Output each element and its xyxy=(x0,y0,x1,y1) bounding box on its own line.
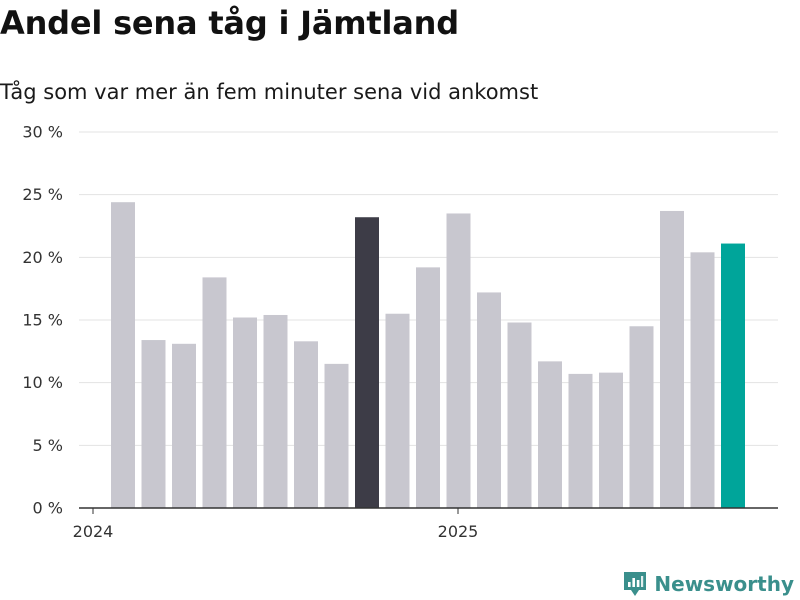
bar xyxy=(538,361,562,508)
y-tick-label: 0 % xyxy=(33,499,63,518)
chart-title: Andel sena tåg i Jämtland xyxy=(0,4,459,42)
bar xyxy=(446,213,471,508)
bar xyxy=(202,277,227,508)
bar xyxy=(141,340,166,508)
bar xyxy=(629,326,654,508)
y-tick-label: 10 % xyxy=(22,373,63,392)
bar xyxy=(690,252,715,508)
bar xyxy=(416,267,440,508)
bar xyxy=(477,292,501,508)
bar xyxy=(263,314,288,508)
y-tick-label: 30 % xyxy=(22,123,63,142)
bar xyxy=(355,217,379,508)
bar xyxy=(324,363,349,508)
bar xyxy=(294,341,318,508)
y-tick-label: 25 % xyxy=(22,185,63,204)
newsworthy-logo-icon xyxy=(624,572,647,596)
chart-subtitle: Tåg som var mer än fem minuter sena vid … xyxy=(0,80,539,104)
bar xyxy=(660,210,684,508)
x-tick-label: 2025 xyxy=(438,522,479,541)
bar xyxy=(172,343,196,508)
x-axis: 2024 2025 xyxy=(73,507,778,541)
bars xyxy=(111,202,745,509)
bar-chart: 0 % 5 % 10 % 15 % 20 % 25 % 30 % 2024 2025 xyxy=(22,123,778,541)
bar xyxy=(507,322,532,508)
bar xyxy=(721,243,745,508)
brand-footer: Newsworthy xyxy=(622,568,794,600)
y-axis-labels: 0 % 5 % 10 % 15 % 20 % 25 % 30 % xyxy=(22,123,63,518)
bar xyxy=(385,313,410,508)
y-tick-label: 20 % xyxy=(22,248,63,267)
brand-name: Newsworthy xyxy=(654,572,794,596)
bar xyxy=(111,202,135,509)
x-tick-label: 2024 xyxy=(73,522,114,541)
y-tick-label: 15 % xyxy=(22,311,63,330)
bar xyxy=(233,317,257,508)
bar xyxy=(568,373,593,508)
bar xyxy=(599,372,623,508)
y-tick-label: 5 % xyxy=(33,436,63,455)
